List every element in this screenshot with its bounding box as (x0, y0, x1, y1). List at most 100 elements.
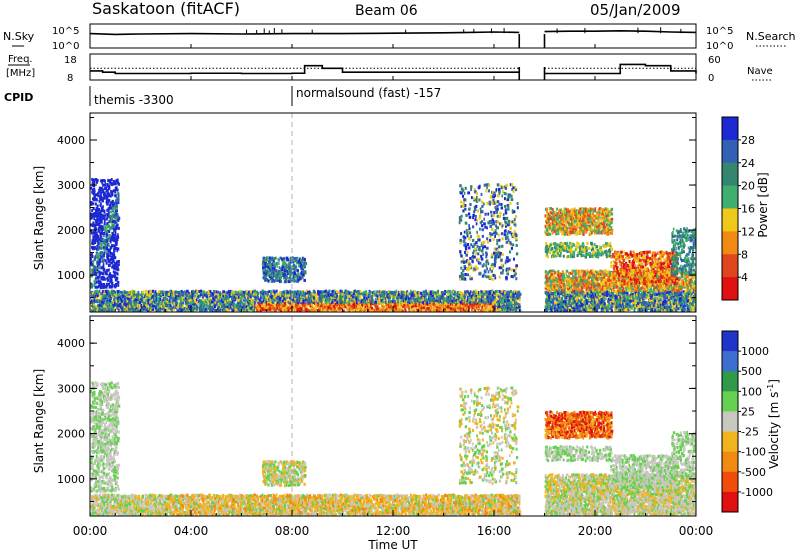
power-cell (96, 255, 99, 259)
power-cell (381, 292, 384, 296)
power-cell (193, 306, 197, 310)
power-cell (479, 227, 481, 231)
power-cell (230, 302, 233, 306)
power-cell (562, 272, 565, 276)
power-cell (289, 270, 292, 274)
power-cell (275, 271, 278, 275)
power-cell (387, 306, 390, 310)
power-cell (662, 300, 666, 304)
power-cell (478, 309, 481, 312)
power-cell (548, 284, 551, 288)
power-cell (474, 301, 477, 305)
power-cell (282, 293, 286, 297)
power-cell (442, 293, 444, 297)
power-cell (273, 263, 277, 267)
power-cell (348, 294, 351, 298)
power-cell (156, 307, 159, 311)
power-cell (94, 235, 97, 239)
power-cell (326, 299, 329, 303)
power-cell (163, 296, 167, 300)
power-cell (470, 264, 473, 268)
power-cell (106, 202, 109, 206)
power-cell (213, 295, 217, 299)
power-cell (299, 301, 303, 305)
power-cell (659, 302, 662, 306)
nave-label: Nave (747, 66, 773, 77)
power-cell (117, 268, 120, 272)
power-cell (372, 301, 375, 305)
power-cell (180, 305, 184, 309)
power-cell (198, 298, 201, 302)
power-cell (96, 216, 99, 220)
power-cell (314, 294, 317, 298)
power-cell (496, 220, 500, 224)
power-cell (362, 291, 365, 295)
power-cell (300, 299, 302, 303)
power-cell (176, 290, 180, 294)
power-cell (289, 306, 292, 310)
power-cell (512, 296, 515, 300)
power-cell (105, 292, 109, 296)
power-cell (473, 298, 476, 302)
power-cell (441, 303, 445, 307)
power-cell (446, 297, 450, 301)
power-cell (428, 301, 432, 305)
power-cell (484, 304, 487, 308)
power-cell (311, 308, 314, 312)
power-cell (177, 305, 180, 309)
power-cell (464, 198, 467, 202)
power-cell (343, 301, 346, 305)
power-cell (333, 293, 336, 297)
power-cell (431, 294, 434, 298)
power-cell (104, 285, 107, 289)
power-cell (193, 296, 195, 300)
power-cell (570, 307, 573, 311)
power-cell (111, 219, 115, 223)
power-cell (113, 301, 116, 305)
power-cell (672, 302, 675, 306)
power-cell (262, 276, 265, 280)
power-cell (295, 301, 299, 305)
power-cell (285, 275, 288, 279)
power-cell (108, 227, 112, 231)
power-cell (109, 214, 113, 218)
power-cell (241, 305, 244, 309)
power-cell (617, 300, 621, 304)
power-cell (393, 305, 396, 309)
power-cell (99, 307, 102, 311)
power-cell (466, 243, 470, 247)
power-cell (105, 269, 109, 273)
power-cell (476, 244, 479, 248)
power-cell (154, 306, 157, 310)
power-cell (652, 295, 655, 299)
power-cell (313, 300, 316, 304)
power-cell (448, 298, 451, 302)
power-cell (433, 304, 437, 308)
power-cell (678, 296, 680, 300)
power-cell (491, 302, 494, 306)
power-cell (288, 296, 291, 300)
power-cell (464, 236, 467, 240)
power-cell (140, 309, 143, 312)
power-cell (648, 301, 651, 305)
power-cell (90, 300, 94, 304)
power-cell (103, 226, 106, 230)
power-cell (91, 188, 94, 192)
power-cell (463, 264, 466, 268)
power-cell (442, 291, 445, 295)
power-cell (645, 290, 649, 294)
power-cell (295, 298, 298, 302)
power-cell (563, 285, 567, 289)
power-cell (158, 292, 161, 296)
power-cell (307, 301, 310, 305)
power-cell (583, 305, 586, 309)
power-cell (145, 299, 149, 303)
power-cell (308, 301, 311, 305)
power-cell (262, 268, 265, 272)
power-cell (178, 291, 181, 295)
power-cell (450, 294, 452, 298)
power-cell (546, 283, 549, 287)
power-cell (504, 261, 507, 265)
power-cell (301, 264, 305, 268)
power-cell (101, 302, 105, 306)
